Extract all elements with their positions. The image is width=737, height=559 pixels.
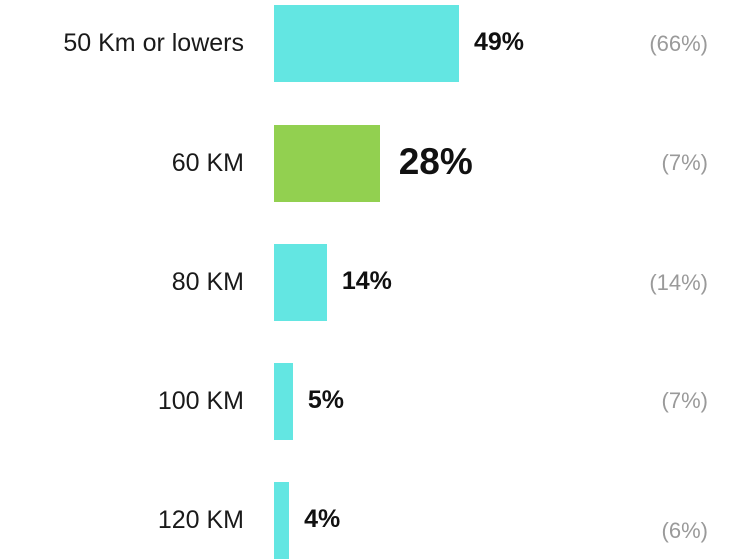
bar <box>274 125 380 202</box>
category-label: 80 KM <box>171 267 244 296</box>
bar <box>274 363 293 440</box>
comparison-label: (6%) <box>661 517 708 543</box>
comparison-label: (14%) <box>649 269 708 295</box>
value-label: 49% <box>474 27 525 56</box>
value-label: 28% <box>398 141 473 183</box>
comparison-label: (66%) <box>649 30 708 56</box>
bar <box>274 482 290 559</box>
value-label: 5% <box>307 385 345 414</box>
value-label: 4% <box>304 504 341 533</box>
comparison-label: (7%) <box>661 387 708 413</box>
bar <box>274 244 327 321</box>
category-label: 60 KM <box>171 148 244 177</box>
category-label: 120 KM <box>157 505 244 534</box>
category-label: 50 Km or lowers <box>63 28 244 57</box>
value-label: 14% <box>341 266 392 295</box>
bar <box>274 5 459 82</box>
comparison-label: (7%) <box>661 149 708 175</box>
category-label: 100 KM <box>157 386 244 415</box>
